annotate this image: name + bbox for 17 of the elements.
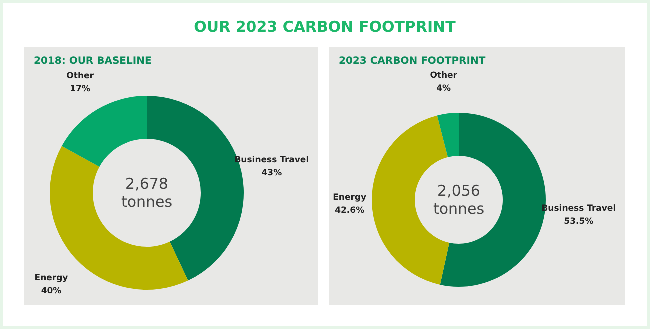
data-label: 53.5% bbox=[564, 217, 594, 228]
text: 2,678 tonnes bbox=[121, 175, 173, 211]
text: 2,056 tonnes bbox=[433, 182, 485, 218]
data-label: 43% bbox=[262, 168, 283, 178]
slice-label: Other bbox=[430, 70, 458, 81]
data-label: 4% bbox=[436, 84, 452, 94]
chart-subtitle: 2018: OUR BASELINE bbox=[34, 56, 152, 67]
data-label: 17% bbox=[70, 84, 91, 94]
donut-slice bbox=[437, 113, 459, 158]
chart-title: OUR 2023 CARBON FOOTPRINT bbox=[194, 18, 457, 36]
donut-slice bbox=[62, 96, 147, 167]
data-label: 40% bbox=[41, 286, 62, 297]
slice-label: Energy bbox=[34, 274, 69, 284]
slice-label: Other bbox=[66, 71, 95, 82]
chart-subtitle: 2023 CARBON FOOTPRINT bbox=[339, 56, 486, 67]
data-label: 42.6% bbox=[335, 206, 366, 216]
slice-label: Energy bbox=[333, 193, 367, 204]
